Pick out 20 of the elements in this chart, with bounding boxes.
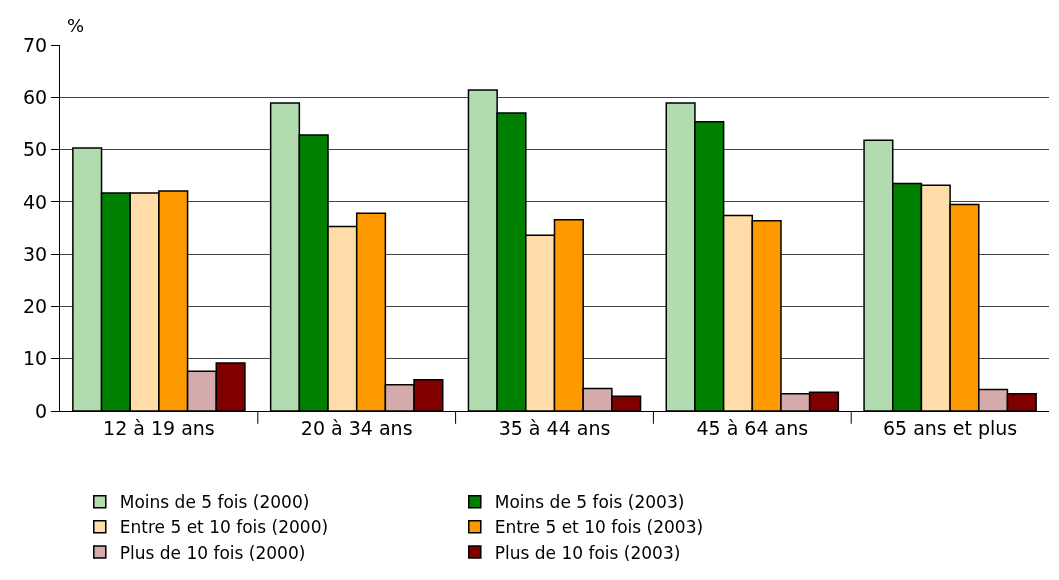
legend-label: Entre 5 et 10 fois (2000) — [119, 517, 329, 538]
y-tick-label: 70 — [23, 33, 48, 56]
y-tick-label: 40 — [23, 190, 48, 213]
y-tick-label: 50 — [23, 138, 48, 161]
x-tick-label: 20 à 34 ans — [300, 416, 413, 439]
x-tick-label: 65 ans et plus — [882, 416, 1018, 439]
x-tick-label: 45 à 64 ans — [696, 416, 809, 439]
legend-label: Plus de 10 fois (2000) — [119, 542, 306, 563]
x-tick-label: 12 à 19 ans — [103, 416, 215, 439]
x-tick-label: 35 à 44 ans — [498, 416, 611, 439]
y-axis-title: % — [67, 15, 85, 36]
y-tick-label: 30 — [23, 242, 48, 265]
y-tick-label: 60 — [23, 85, 48, 108]
legend-label: Plus de 10 fois (2003) — [494, 542, 681, 563]
legend-label: Entre 5 et 10 fois (2003) — [494, 517, 704, 538]
y-tick-label: 10 — [23, 347, 48, 370]
legend-label: Moins de 5 fois (2003) — [494, 492, 685, 513]
y-tick-label: 0 — [35, 399, 48, 422]
legend-label: Moins de 5 fois (2000) — [119, 492, 310, 513]
y-tick-label: 20 — [23, 295, 48, 318]
